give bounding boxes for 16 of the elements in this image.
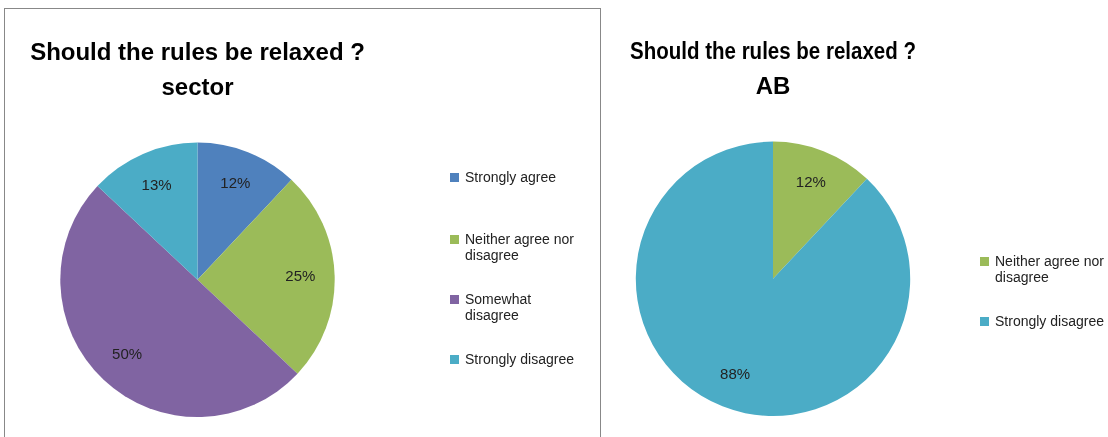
legend-label: Strongly disagree xyxy=(995,313,1104,329)
data-label: 25% xyxy=(285,266,316,284)
chart-title: Should the rules be relaxed ? xyxy=(30,38,365,66)
data-label: 88% xyxy=(720,364,751,382)
data-label: 13% xyxy=(141,175,172,193)
legend-label: Somewhat disagree xyxy=(465,291,533,323)
legend-label: Strongly disagree xyxy=(465,351,574,367)
legend-label: Neither agree nor disagree xyxy=(465,231,575,263)
data-label: 12% xyxy=(220,174,251,192)
chart-subtitle: AB xyxy=(755,71,791,99)
data-label: 12% xyxy=(795,173,826,191)
legend-label: Neither agree nor disagree xyxy=(995,253,1105,285)
data-label: 50% xyxy=(112,344,143,362)
legend-label: Strongly agree xyxy=(465,169,557,185)
chart-title: Should the rules be relaxed ? xyxy=(630,37,916,65)
chart-subtitle: sector xyxy=(161,72,234,100)
